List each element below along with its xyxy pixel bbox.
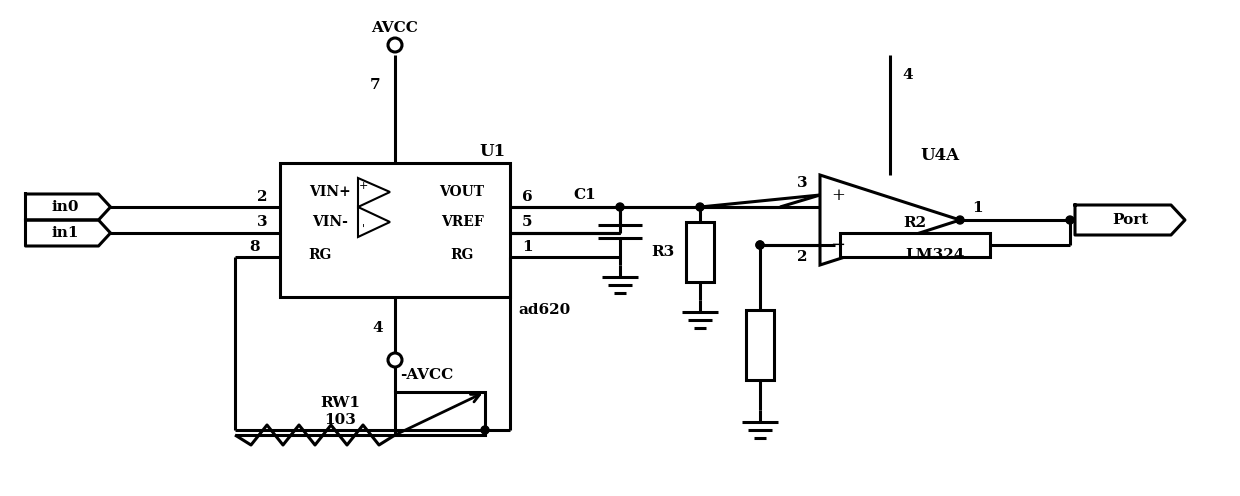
Circle shape: [616, 203, 624, 211]
Text: 1: 1: [972, 201, 982, 215]
Text: 5: 5: [522, 215, 532, 229]
Text: 6: 6: [522, 190, 533, 204]
Text: 2: 2: [258, 190, 268, 204]
Text: 1: 1: [522, 240, 533, 254]
Circle shape: [388, 38, 402, 52]
Text: 4: 4: [372, 321, 383, 335]
Text: −: −: [831, 236, 846, 254]
Text: 8: 8: [249, 240, 260, 254]
Text: ad620: ad620: [518, 303, 570, 317]
Text: 2: 2: [797, 250, 808, 264]
Bar: [746, 310, 774, 380]
Text: RG: RG: [309, 248, 331, 262]
Polygon shape: [358, 178, 391, 207]
Polygon shape: [820, 175, 960, 265]
Text: 3: 3: [797, 176, 808, 190]
Text: U1: U1: [479, 143, 505, 161]
Bar: [396, 392, 485, 435]
Text: +: +: [831, 186, 844, 203]
Text: VIN+: VIN+: [309, 185, 351, 199]
Text: VIN-: VIN-: [312, 215, 348, 229]
Circle shape: [1066, 216, 1074, 224]
Text: 103: 103: [324, 413, 356, 427]
Bar: [839, 233, 990, 257]
Text: R2: R2: [904, 216, 926, 230]
Circle shape: [756, 241, 764, 249]
Text: in1: in1: [51, 226, 79, 240]
Text: AVCC: AVCC: [372, 21, 418, 35]
Text: U4A: U4A: [920, 146, 960, 164]
Text: 7: 7: [370, 78, 379, 92]
Circle shape: [756, 241, 764, 249]
Text: RG: RG: [450, 248, 474, 262]
Circle shape: [696, 203, 704, 211]
Circle shape: [956, 216, 963, 224]
Circle shape: [481, 426, 489, 434]
Circle shape: [388, 353, 402, 367]
Text: VREF: VREF: [440, 215, 484, 229]
Text: +: +: [358, 181, 368, 191]
Text: 4: 4: [901, 68, 913, 82]
Text: C1: C1: [574, 188, 596, 202]
Text: LM324: LM324: [905, 248, 965, 262]
Text: Port: Port: [1112, 213, 1148, 227]
Polygon shape: [358, 207, 391, 237]
Text: -AVCC: -AVCC: [401, 368, 454, 382]
Text: 3: 3: [258, 215, 268, 229]
Text: RW1: RW1: [320, 396, 360, 410]
Text: ': ': [361, 224, 365, 234]
Bar: [280, 163, 510, 297]
Text: in0: in0: [51, 200, 79, 214]
Text: VOUT: VOUT: [439, 185, 485, 199]
Bar: [686, 222, 714, 282]
Text: R3: R3: [652, 245, 675, 259]
